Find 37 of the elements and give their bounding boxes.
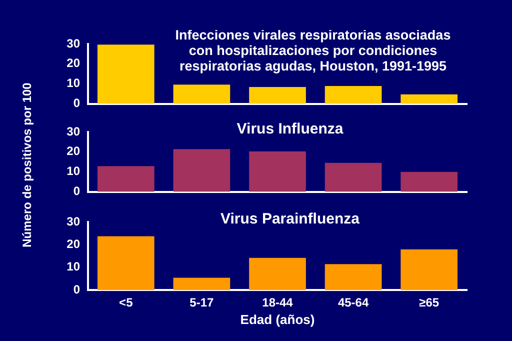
bar bbox=[400, 172, 458, 192]
bar bbox=[97, 166, 154, 192]
bar bbox=[97, 44, 154, 104]
y-tick-label: 20 bbox=[66, 236, 80, 251]
chart-title: Virus Parainfluenza bbox=[220, 210, 360, 228]
x-tick-label: <5 bbox=[119, 296, 134, 310]
bar bbox=[400, 94, 458, 104]
x-tick-label: 5-17 bbox=[190, 296, 214, 310]
bar bbox=[249, 258, 306, 290]
y-tick-label: 0 bbox=[73, 96, 80, 110]
x-axis-title: Edad (años) bbox=[240, 312, 315, 327]
y-tick-label: 30 bbox=[66, 214, 80, 228]
bar bbox=[173, 84, 230, 104]
chart-title: Infecciones virales respiratorias asociadas con hospitalizaciones por condiciones respiratorias agudas, Houston, 1991-1995 bbox=[175, 27, 451, 74]
y-tick-label: 0 bbox=[73, 184, 80, 198]
bar bbox=[324, 264, 382, 290]
y-tick-label: 10 bbox=[66, 260, 80, 274]
y-tick-label: 0 bbox=[73, 282, 80, 296]
bar bbox=[249, 151, 306, 192]
x-tick-label: ≥65 bbox=[419, 296, 440, 310]
y-tick-label: 30 bbox=[66, 36, 80, 50]
bar bbox=[97, 236, 154, 290]
y-tick-label: 10 bbox=[66, 76, 80, 90]
y-tick-label: 20 bbox=[66, 144, 80, 158]
y-axis-title: Número de positivos por 100 bbox=[20, 82, 34, 248]
bar bbox=[249, 87, 306, 104]
y-tick-label: 20 bbox=[66, 56, 80, 70]
bar bbox=[400, 249, 458, 290]
bar bbox=[173, 149, 230, 192]
bar bbox=[324, 86, 382, 104]
y-tick-label: 10 bbox=[66, 164, 80, 178]
x-tick-label: 45-64 bbox=[338, 296, 369, 310]
bar bbox=[173, 278, 230, 290]
chart-title: Virus Influenza bbox=[236, 120, 344, 138]
y-tick-label: 30 bbox=[66, 124, 80, 138]
bar bbox=[324, 162, 382, 192]
x-tick-label: 18-44 bbox=[262, 296, 294, 310]
